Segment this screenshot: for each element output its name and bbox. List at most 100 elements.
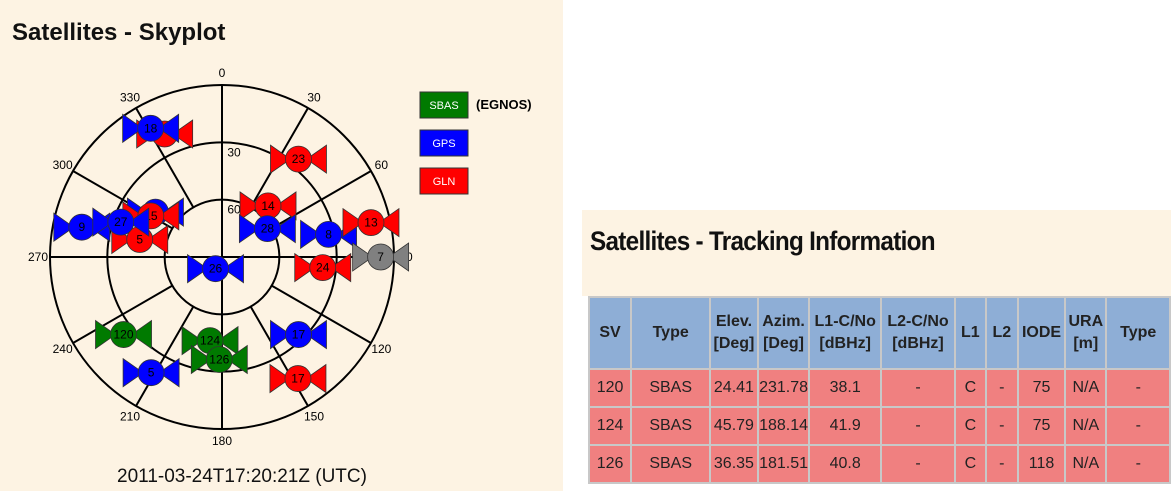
satellite: 24 [294,252,352,283]
azimuth-label: 300 [53,158,73,172]
satellite: 27 [92,207,150,237]
table-cell: N/A [1064,368,1108,408]
header-row: SV Type Elev. [Deg] Azim. [Deg] L1-C/No [dBHz] L… [587,296,1171,370]
satellite-wing [147,224,169,255]
table-cell: C [954,368,987,408]
header-text: Azim. [762,313,805,330]
header-text: L1-C/No [814,313,876,330]
satellite-wing [226,344,248,375]
header-text: [Deg] [713,335,755,352]
header-cell: L1-C/No [dBHz] [808,296,882,370]
satellite-wing [342,207,364,238]
azimuth-label: 60 [375,158,389,172]
azimuth-line [72,284,173,344]
satellite-body [253,215,281,243]
table-cell: - [984,406,1019,446]
satellite-label: 8 [325,227,332,241]
satellite-wing [378,207,400,238]
table-cell: 124 [587,406,633,446]
satellite-wing [187,253,209,284]
satellite-body [284,365,312,392]
satellite-label: 126 [209,352,229,366]
header-text: SV [599,324,621,341]
satellite-wing [222,253,244,284]
satellite-wing [158,201,180,231]
satellite-label: 124 [200,334,220,348]
azimuth-label: 330 [120,91,140,105]
header-text: URA [1068,313,1104,330]
satellite-label: 24 [316,261,330,275]
table-cell: 75 [1016,406,1067,446]
satellite: 5 [122,357,180,388]
satellite-body [110,321,137,348]
satellite-body [205,346,233,373]
header-text: Type [1120,324,1157,341]
satellite-label: 23 [292,152,306,166]
skyplot-title: Satellites - Skyplot [12,19,225,46]
header-cell: IODE [1016,296,1067,370]
satellite: 23 [270,144,327,174]
satellite-wing [157,113,180,144]
satellite-wing [274,213,296,244]
table-row: 126 SBAS 36.35 181.51 40.8- C -118 N/A - [587,444,1171,484]
table-cell: 120 [587,368,633,408]
satellite-wing [130,319,152,350]
tracking-title: Satellites - Tracking Information [590,226,936,256]
table-cell: 40.8 [808,444,882,484]
satellite-label: 9 [78,220,85,234]
satellite-wing [387,242,410,272]
satellite-label: 120 [114,328,134,342]
header-text: L2 [992,324,1012,341]
azimuth-label: 0 [219,66,226,80]
satellite-wing [300,219,322,250]
azimuth-label: 30 [307,91,321,105]
satellite-label: 18 [144,121,158,135]
satellite-body [137,114,165,142]
satellite-wing [122,357,144,388]
satellite-wing [305,319,327,350]
table-cell: 188.14 [756,406,811,446]
legend-swatch [419,129,469,157]
table-cell: 24.41 [709,368,759,408]
legend-swatch [419,167,469,195]
table-cell: - [984,368,1019,408]
legend-label: GPS [432,138,455,150]
satellite-label: 28 [261,222,275,236]
azimuth-line [271,284,372,344]
header-cell: SV [587,296,633,370]
table-cell: SBAS [630,444,712,484]
table-cell: N/A [1064,406,1108,446]
header-cell: Type [630,296,712,370]
satellite-label: 14 [261,199,275,213]
tracking-table: SV Type Elev. [Deg] Azim. [Deg] L1-C/No [dBHz] L… [587,296,1171,484]
satellite-wing [190,344,212,375]
satellite: 14 [239,191,297,221]
satellite-body [357,209,385,237]
header-text: IODE [1021,324,1062,341]
satellite: 13 [342,207,400,238]
satellite: 26 [187,253,244,284]
satellite-wing [158,357,180,388]
header-cell: Azim. [Deg] [756,296,811,370]
table-cell: SBAS [630,406,712,446]
satellite-wing [217,325,239,356]
header-cell: Elev. [Deg] [709,296,759,370]
satellite-wing [122,113,144,144]
azimuth-label: 270 [28,250,48,264]
header-text: [Deg] [763,335,804,352]
satellite-wing [92,207,114,237]
table-cell: 118 [1016,444,1067,484]
header-text: L1 [961,324,980,341]
table-cell: 38.1 [808,368,882,408]
satellite-label: 27 [114,215,128,229]
legend-swatch [419,91,469,119]
table-cell: SBAS [630,368,712,408]
header-cell: URA [m] [1064,296,1108,370]
satellite-body [309,254,337,281]
header-text: Type [652,324,689,341]
legend-note: (EGNOS) [476,97,532,112]
table-cell: - [1105,368,1171,408]
table-cell: 41.9 [808,406,882,446]
satellite-body [202,255,229,283]
